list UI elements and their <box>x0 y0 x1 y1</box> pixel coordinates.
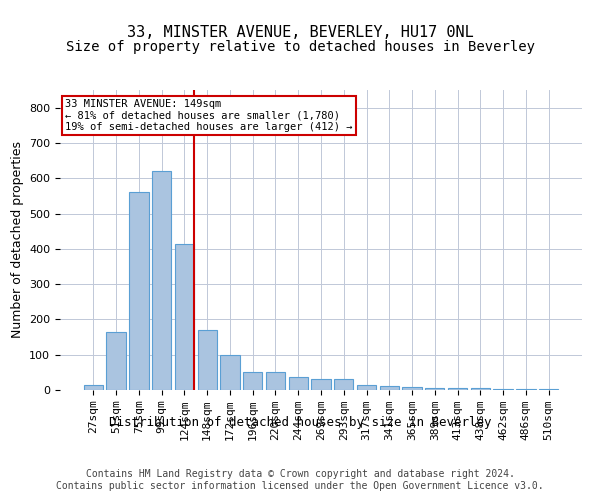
Bar <box>84 384 103 390</box>
Bar <box>243 372 262 390</box>
Bar <box>403 387 422 390</box>
Text: 33, MINSTER AVENUE, BEVERLEY, HU17 0NL: 33, MINSTER AVENUE, BEVERLEY, HU17 0NL <box>127 25 473 40</box>
Bar <box>357 384 376 390</box>
Bar <box>470 388 490 390</box>
Text: 33 MINSTER AVENUE: 149sqm
← 81% of detached houses are smaller (1,780)
19% of se: 33 MINSTER AVENUE: 149sqm ← 81% of detac… <box>65 99 353 132</box>
Bar <box>220 354 239 390</box>
Bar <box>311 380 331 390</box>
Bar <box>380 386 399 390</box>
Text: Contains HM Land Registry data © Crown copyright and database right 2024.
Contai: Contains HM Land Registry data © Crown c… <box>56 469 544 491</box>
Bar <box>266 372 285 390</box>
Bar <box>106 332 126 390</box>
Bar <box>448 388 467 390</box>
Bar <box>152 171 172 390</box>
Y-axis label: Number of detached properties: Number of detached properties <box>11 142 23 338</box>
Bar <box>334 380 353 390</box>
Text: Size of property relative to detached houses in Beverley: Size of property relative to detached ho… <box>65 40 535 54</box>
Bar <box>289 376 308 390</box>
Bar <box>493 389 513 390</box>
Bar <box>425 388 445 390</box>
Bar <box>197 330 217 390</box>
Bar <box>129 192 149 390</box>
Bar <box>175 244 194 390</box>
Text: Distribution of detached houses by size in Beverley: Distribution of detached houses by size … <box>109 416 491 429</box>
